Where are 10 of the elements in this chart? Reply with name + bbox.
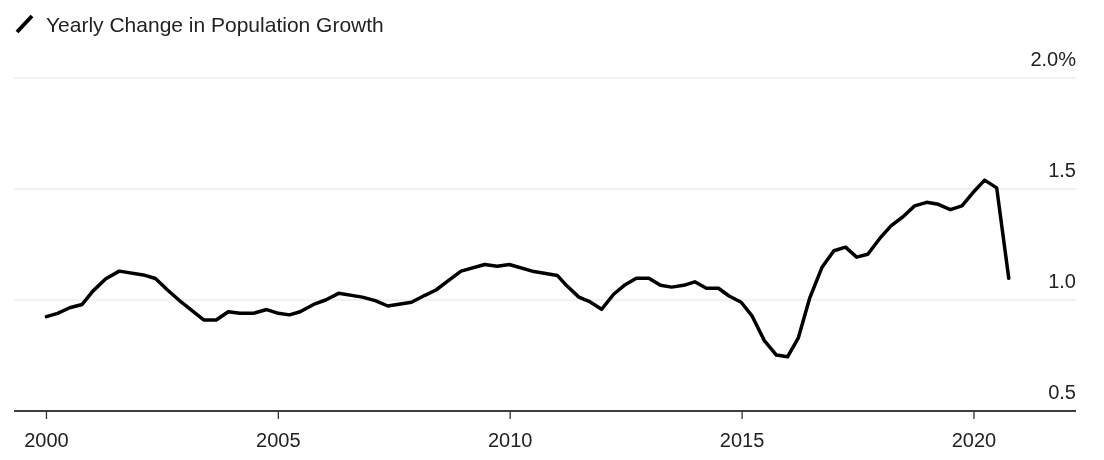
- x-tick-label: 2005: [256, 429, 301, 451]
- y-tick-label: 1.5: [1048, 159, 1076, 181]
- x-tick-label: 2020: [951, 429, 997, 451]
- y-tick-label: 1.0: [1048, 270, 1076, 292]
- x-tick-label: 2015: [719, 429, 765, 451]
- x-tick-label: 2010: [487, 429, 533, 451]
- legend-label: Yearly Change in Population Growth: [46, 13, 384, 36]
- y-tick-label: 2.0%: [1030, 48, 1077, 70]
- y-tick-label: 0.5: [1048, 381, 1076, 403]
- x-tick-label: 2000: [24, 429, 69, 451]
